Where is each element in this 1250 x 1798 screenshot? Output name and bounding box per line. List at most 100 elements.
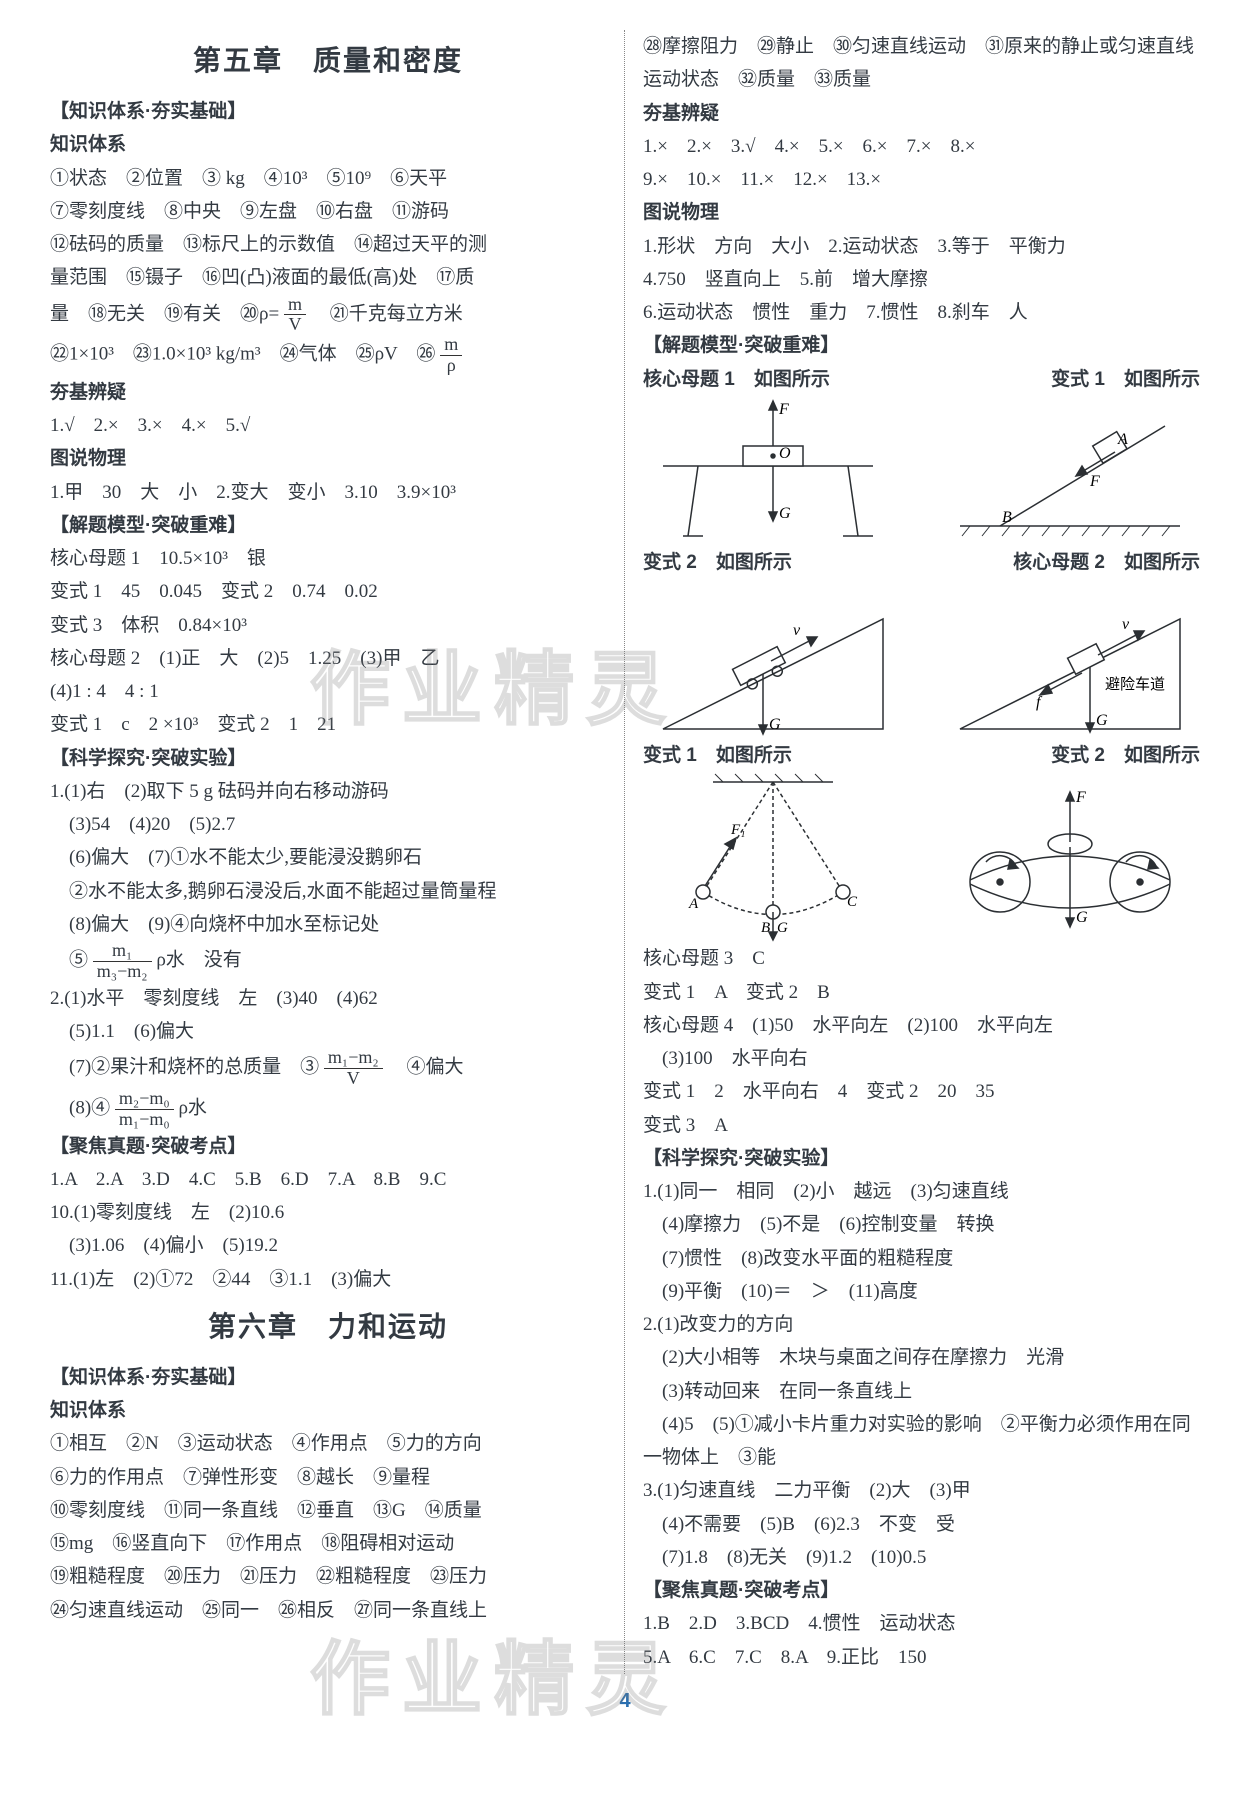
body-text: 量 ⑱无关 ⑲有关 ⑳ρ= mV ㉑千克每立方米: [50, 295, 606, 336]
figure-incline-block: A B F: [940, 396, 1200, 546]
body-text: (7)②果汁和烧杯的总质量 ③ m₁−m₂V ④偏大: [50, 1048, 606, 1089]
svg-text:v: v: [793, 622, 801, 639]
denominator: V: [324, 1069, 383, 1089]
chapter-6-title: 第六章 力和运动: [50, 1302, 606, 1351]
body-text: (4)1 : 4 4 : 1: [50, 675, 606, 708]
body-text: ⑦零刻度线 ⑧中央 ⑨左盘 ⑩右盘 ⑪游码: [50, 195, 606, 228]
body-text: (3)转动回来 在同一条直线上: [643, 1375, 1200, 1408]
figure-caption: 变式 1 如图所示: [1051, 363, 1200, 396]
svg-text:G: G: [769, 716, 781, 733]
fraction: m₂−m₀m₁−m₀: [115, 1089, 174, 1130]
svg-text:f: f: [1036, 694, 1043, 711]
body-text: 核心母题 3 C: [643, 942, 1200, 975]
subsection-heading: 图说物理: [643, 196, 1200, 229]
body-text: (9)平衡 (10)＝ ＞ (11)高度: [643, 1275, 1200, 1308]
svg-text:B: B: [761, 920, 770, 936]
body-text: (5)1.1 (6)偏大: [50, 1015, 606, 1048]
body-text: 1.形状 方向 大小 2.运动状态 3.等于 平衡力: [643, 230, 1200, 263]
body-text: (6)偏大 (7)①水不能太少,要能浸没鹅卵石: [50, 841, 606, 874]
body-text: ⑤ m₁m₃−m₂ ρ水 没有: [50, 941, 606, 982]
figure-caption: 核心母题 1 如图所示: [643, 363, 830, 396]
fraction: mV: [284, 295, 306, 336]
body-text: 1.(1)右 (2)取下 5 g 砝码并向右移动游码: [50, 775, 606, 808]
text-run: ④偏大: [387, 1057, 463, 1078]
svg-text:O: O: [779, 445, 791, 462]
figure-row-1-svg: F O G A B F: [643, 396, 1200, 546]
body-text: 1.√ 2.× 3.× 4.× 5.√: [50, 409, 606, 442]
figure-pendulum: A G B C F₁: [643, 772, 903, 942]
body-text: 4.750 竖直向上 5.前 增大摩擦: [643, 263, 1200, 296]
section-heading: 【解题模型·突破重难】: [50, 509, 606, 542]
body-text: ⑫砝码的质量 ⑬标尺上的示数值 ⑭超过天平的测: [50, 228, 606, 261]
figure-caption: 变式 1 如图所示: [643, 739, 792, 772]
body-text: 核心母题 2 (1)正 大 (2)5 1.25 (3)甲 乙: [50, 642, 606, 675]
figure-row-1: 核心母题 1 如图所示 变式 1 如图所示: [643, 363, 1200, 396]
body-text: ㉒1×10³ ㉓1.0×10³ kg/m³ ㉔气体 ㉕ρV ㉖ mρ: [50, 335, 606, 376]
fraction: mρ: [440, 335, 462, 376]
body-text: (4)不需要 (5)B (6)2.3 不变 受: [643, 1508, 1200, 1541]
figure-row-3: 变式 1 如图所示 变式 2 如图所示: [643, 739, 1200, 772]
figure-rollers: F G: [940, 772, 1200, 942]
chapter-5-title: 第五章 质量和密度: [50, 36, 606, 85]
body-text: 变式 3 体积 0.84×10³: [50, 609, 606, 642]
denominator: m₁−m₀: [115, 1110, 174, 1130]
body-text: 量范围 ⑮镊子 ⑯凹(凸)液面的最低(高)处 ⑰质: [50, 261, 606, 294]
body-text: 变式 1 A 变式 2 B: [643, 976, 1200, 1009]
svg-text:F: F: [1089, 473, 1100, 490]
body-text: ①状态 ②位置 ③ kg ④10³ ⑤10⁹ ⑥天平: [50, 162, 606, 195]
body-text: ㉘摩擦阻力 ㉙静止 ㉚匀速直线运动 ㉛原来的静止或匀速直线运动状态 ㉜质量 ㉝质…: [643, 30, 1200, 97]
body-text: 1.× 2.× 3.√ 4.× 5.× 6.× 7.× 8.×: [643, 130, 1200, 163]
body-text: (4)摩擦力 (5)不是 (6)控制变量 转换: [643, 1208, 1200, 1241]
text-run: ρ水 没有: [156, 950, 241, 971]
body-text: 3.(1)匀速直线 二力平衡 (2)大 (3)甲: [643, 1474, 1200, 1507]
svg-text:C: C: [847, 894, 858, 910]
body-text: 核心母题 1 10.5×10³ 银: [50, 542, 606, 575]
body-text: 核心母题 4 (1)50 水平向左 (2)100 水平向左: [643, 1009, 1200, 1042]
svg-text:B: B: [1002, 509, 1012, 526]
body-text: (7)1.8 (8)无关 (9)1.2 (10)0.5: [643, 1541, 1200, 1574]
svg-text:F: F: [778, 401, 789, 418]
figure-row-3-svg: A G B C F₁ F: [643, 772, 1200, 942]
body-text: (2)大小相等 木块与桌面之间存在摩擦力 光滑: [643, 1341, 1200, 1374]
section-heading: 【聚焦真题·突破考点】: [50, 1130, 606, 1163]
body-text: 1.(1)同一 相同 (2)小 越远 (3)匀速直线: [643, 1175, 1200, 1208]
body-text: ⑮mg ⑯竖直向下 ⑰作用点 ⑱阻碍相对运动: [50, 1527, 606, 1560]
body-text: ⑥力的作用点 ⑦弹性形变 ⑧越长 ⑨量程: [50, 1461, 606, 1494]
page-number: 4: [50, 1684, 1200, 1719]
body-text: (3)54 (4)20 (5)2.7: [50, 808, 606, 841]
subsection-heading: 夯基辨疑: [643, 97, 1200, 130]
svg-text:A: A: [1117, 431, 1128, 448]
body-text: 11.(1)左 (2)①72 ②44 ③1.1 (3)偏大: [50, 1263, 606, 1296]
text-run: ρ水: [178, 1098, 206, 1119]
numerator: m₁: [93, 941, 152, 962]
body-text: (8)偏大 (9)④向烧杯中加水至标记处: [50, 908, 606, 941]
subsection-heading: 图说物理: [50, 442, 606, 475]
body-text: 2.(1)改变力的方向: [643, 1308, 1200, 1341]
body-text: 1.B 2.D 3.BCD 4.惯性 运动状态: [643, 1607, 1200, 1640]
body-text: ②水不能太多,鹅卵石浸没后,水面不能超过量筒量程: [50, 875, 606, 908]
denominator: ρ: [440, 356, 462, 376]
body-text: (8)④ m₂−m₀m₁−m₀ ρ水: [50, 1089, 606, 1130]
body-text: 10.(1)零刻度线 左 (2)10.6: [50, 1196, 606, 1229]
right-column: ㉘摩擦阻力 ㉙静止 ㉚匀速直线运动 ㉛原来的静止或匀速直线运动状态 ㉜质量 ㉝质…: [625, 30, 1200, 1674]
body-text: 5.A 6.C 7.C 8.A 9.正比 150: [643, 1641, 1200, 1674]
section-heading: 【知识体系·夯实基础】: [50, 95, 606, 128]
svg-text:F: F: [1075, 789, 1086, 806]
figure-caption: 变式 2 如图所示: [643, 546, 792, 579]
fraction: m₁−m₂V: [324, 1048, 383, 1089]
denominator: V: [284, 315, 306, 335]
body-text: ⑩零刻度线 ⑪同一条直线 ⑫垂直 ⑬G ⑭质量: [50, 1494, 606, 1527]
svg-text:G: G: [779, 505, 791, 522]
svg-text:F₁: F₁: [730, 822, 745, 838]
body-text: 变式 3 A: [643, 1109, 1200, 1142]
section-heading: 【聚焦真题·突破考点】: [643, 1574, 1200, 1607]
body-text: 6.运动状态 惯性 重力 7.惯性 8.刹车 人: [643, 296, 1200, 329]
body-text: (3)100 水平向右: [643, 1042, 1200, 1075]
figure-table-force: F O G: [643, 396, 903, 546]
body-text: 变式 1 2 水平向右 4 变式 2 20 35: [643, 1075, 1200, 1108]
body-text: 1.甲 30 大 小 2.变大 变小 3.10 3.9×10³: [50, 476, 606, 509]
section-heading: 【科学探究·突破实验】: [643, 1142, 1200, 1175]
figure-row-2: 变式 2 如图所示 核心母题 2 如图所示: [643, 546, 1200, 579]
body-text: 变式 1 c 2 ×10³ 变式 2 1 21: [50, 708, 606, 741]
figure-row-2-svg: v G v f G 避险车道: [643, 579, 1200, 739]
